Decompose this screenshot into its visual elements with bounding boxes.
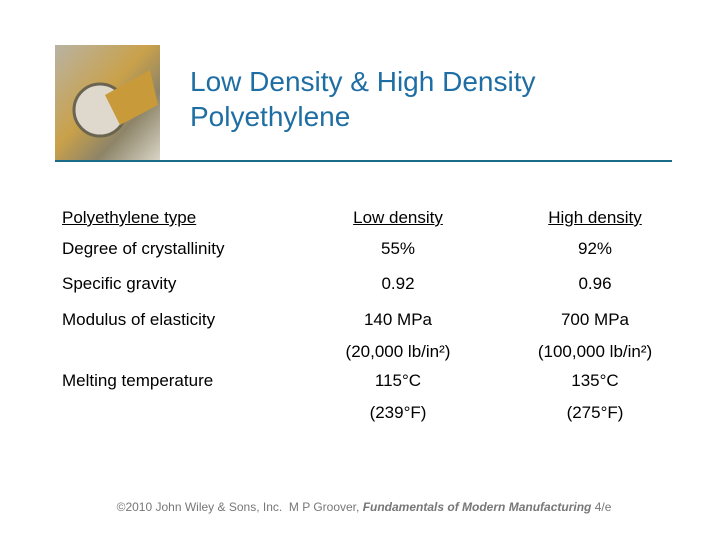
table-cell: 115°C — [374, 371, 422, 390]
table-cell: Specific gravity — [62, 274, 177, 293]
footer-text: ©2010 John Wiley & Sons, Inc. M P Groove… — [116, 500, 360, 514]
table-cell: 135°C — [571, 371, 619, 390]
header-cell: High density — [548, 208, 642, 227]
title-line: Polyethylene — [190, 101, 351, 132]
table-cell: (20,000 lb/in²) — [345, 342, 451, 361]
table-cell: 55% — [380, 239, 416, 258]
table-cell: (275°F) — [566, 403, 624, 422]
footer-book: Fundamentals of Modern Manufacturing — [362, 500, 592, 514]
footer-edition: 4/e — [594, 500, 612, 514]
table-cell: 92% — [577, 239, 613, 258]
footer: ©2010 John Wiley & Sons, Inc. M P Groove… — [0, 500, 728, 514]
photo-detail — [105, 70, 158, 125]
table-cell: 0.96 — [578, 274, 612, 293]
table-cell: Degree of crystallinity — [62, 239, 225, 258]
table-cell: (100,000 lb/in²) — [537, 342, 653, 361]
table-cell: Modulus of elasticity — [62, 310, 216, 329]
title-line: Low Density & High Density — [190, 66, 536, 97]
table-cell: 140 MPa — [363, 310, 433, 329]
table-cell: Melting temperature — [62, 371, 214, 390]
header-cell: Low density — [353, 208, 443, 227]
table-cell: 0.92 — [381, 274, 415, 293]
header-cell: Polyethylene type — [62, 208, 197, 227]
table-cell: (239°F) — [369, 403, 427, 422]
table-cell: 700 MPa — [560, 310, 630, 329]
